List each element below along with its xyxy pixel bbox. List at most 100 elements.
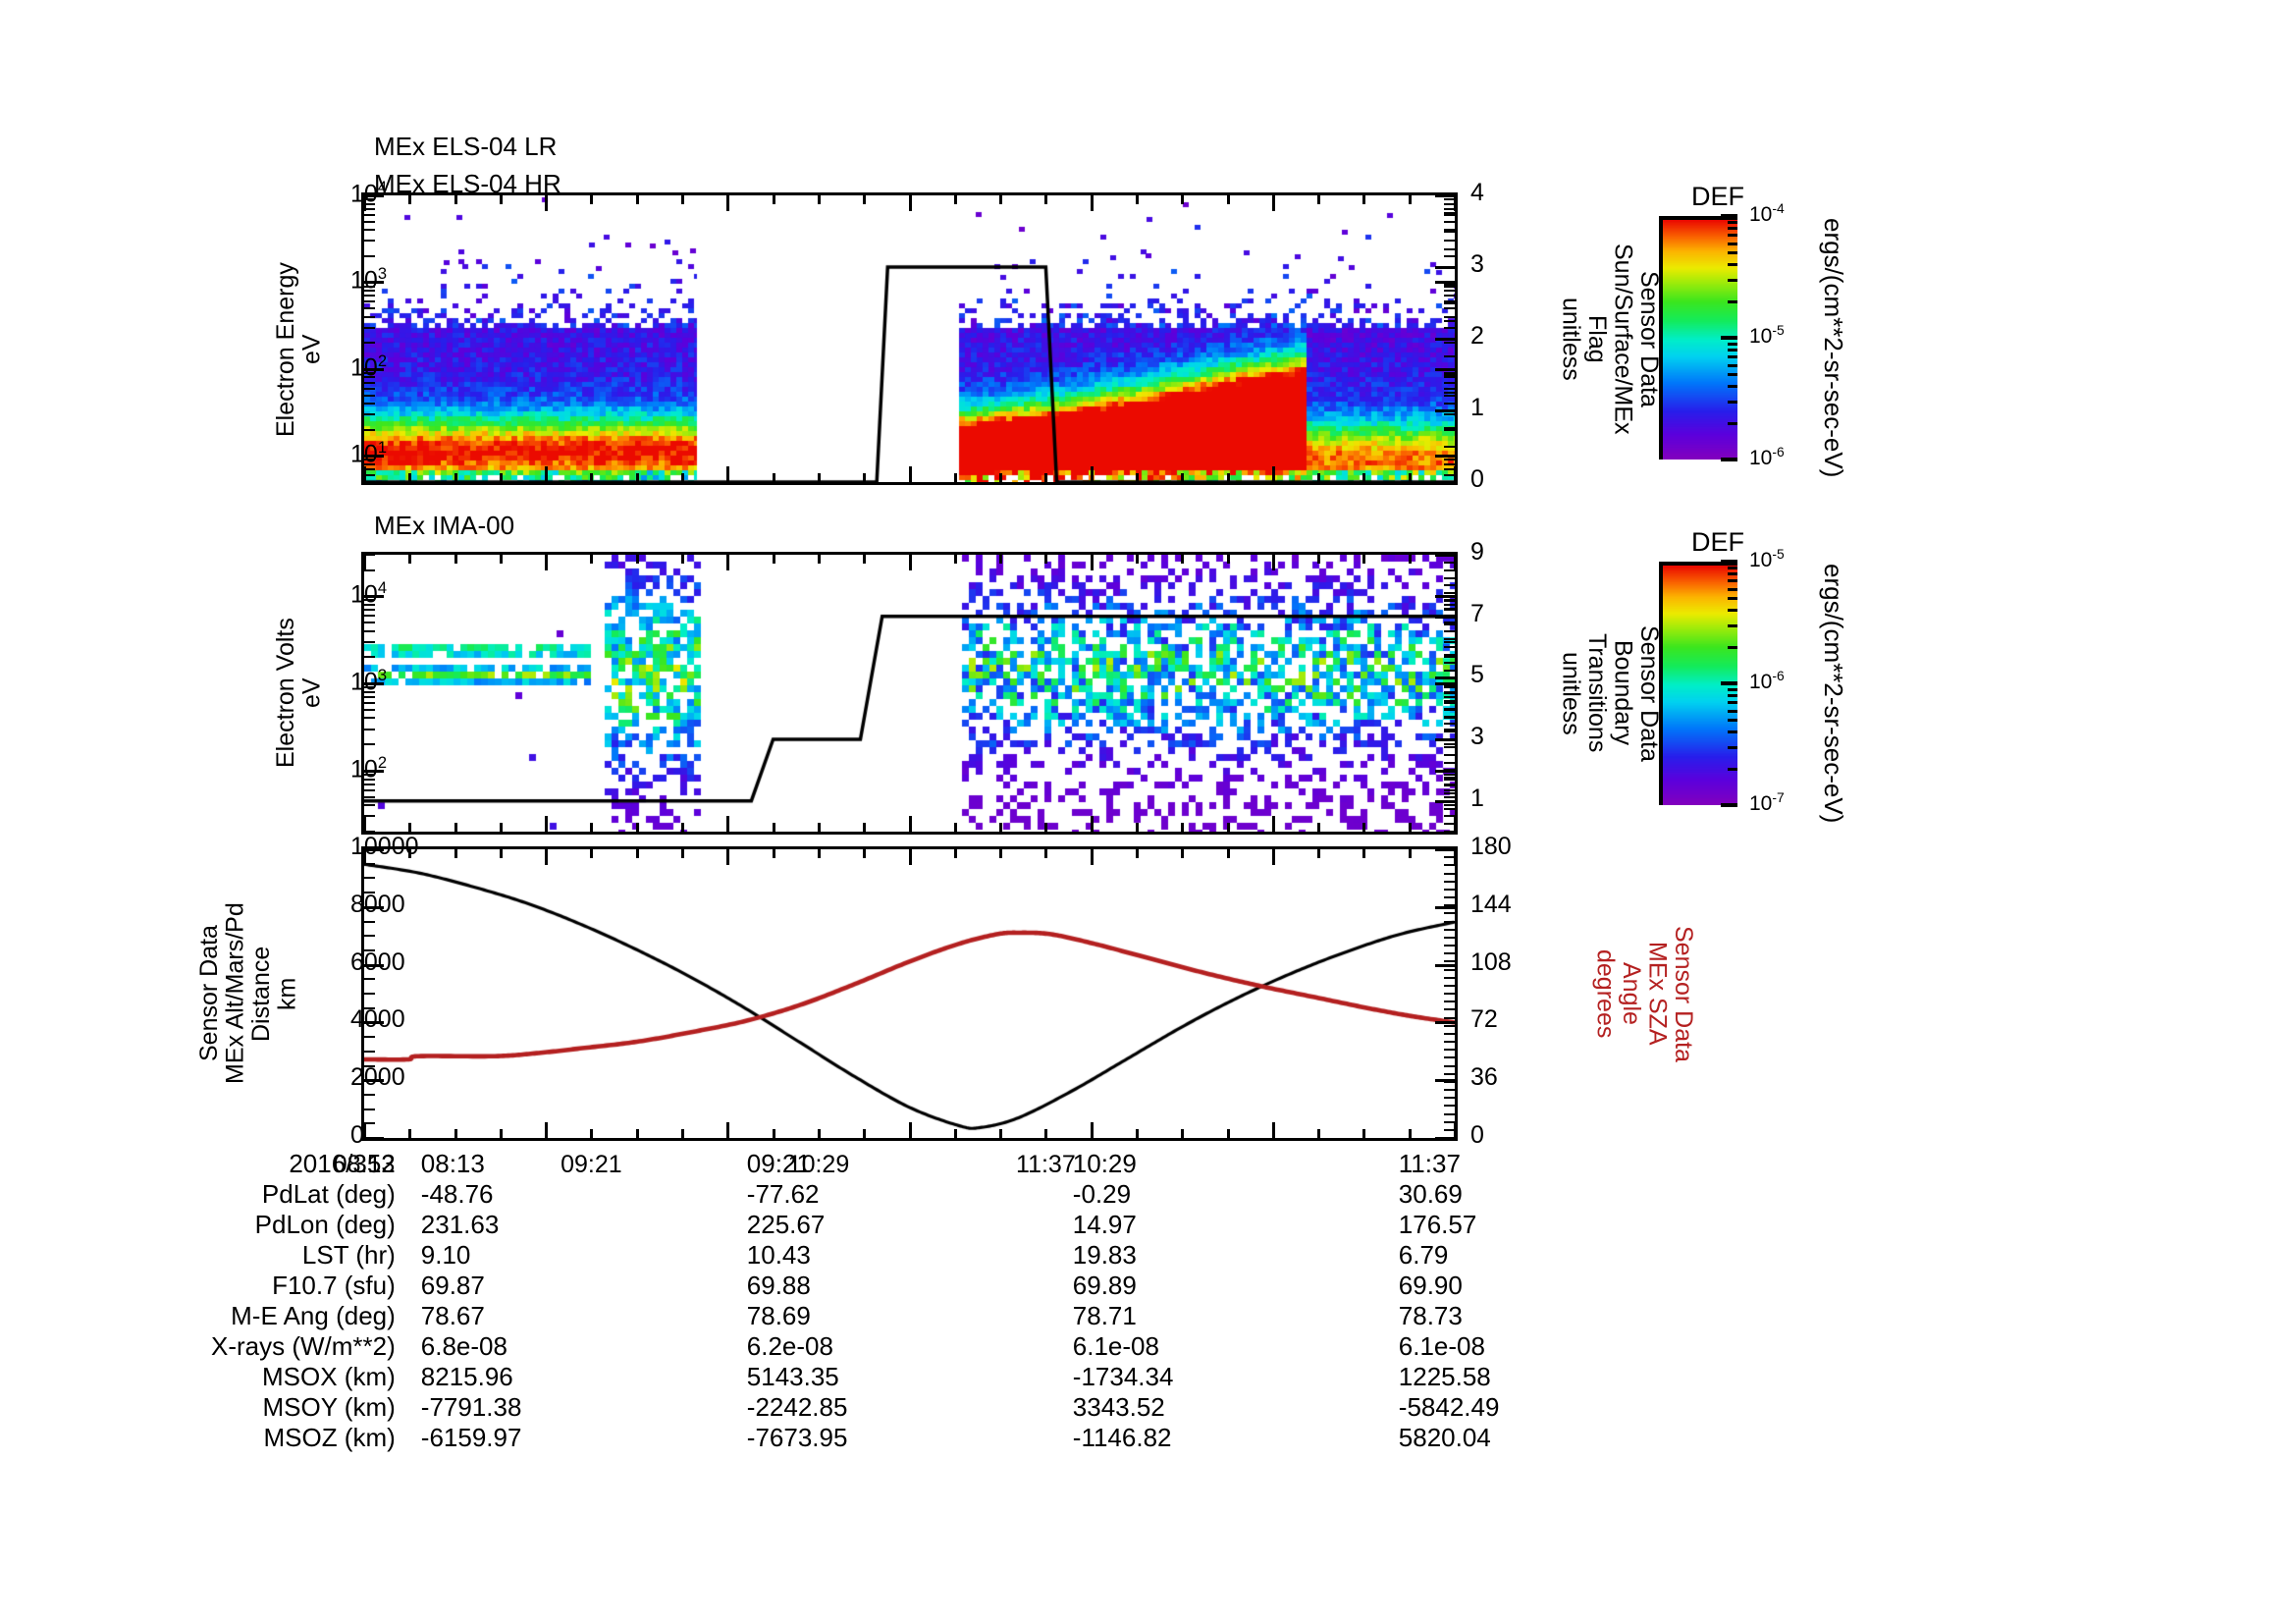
- meta-row-label: MSOZ (km): [263, 1423, 396, 1452]
- axis-tick: [364, 604, 375, 606]
- axis-tick-label: 5: [1470, 661, 1484, 688]
- axis-tick: [1317, 1129, 1320, 1138]
- axis-tick: [364, 208, 375, 210]
- meta-row-label: X-rays (W/m**2): [211, 1331, 396, 1361]
- axis-tick: [364, 656, 375, 658]
- axis-tick: [1136, 473, 1139, 482]
- axis-tick: [1444, 342, 1455, 344]
- axis-tick: [1444, 320, 1455, 322]
- axis-tick: [1444, 592, 1455, 594]
- table-row: MSOZ (km) -6159.97 -7673.95 -1146.82 5820.04: [211, 1425, 1725, 1455]
- meta-row-label: F10.7 (sfu): [272, 1271, 396, 1300]
- axis-tick: [773, 1129, 775, 1138]
- axis-tick: [1444, 229, 1455, 231]
- axis-tick: [364, 774, 375, 776]
- axis-tick: [1444, 429, 1455, 431]
- axis-tick: [1444, 290, 1455, 292]
- axis-tick: [364, 815, 375, 817]
- axis-tick: [954, 195, 957, 204]
- axis-tick: [863, 473, 866, 482]
- axis-tick: [364, 459, 375, 460]
- axis-tick: [999, 473, 1002, 482]
- axis-tick: [681, 823, 684, 832]
- meta-cell: 5820.04: [1398, 1423, 1491, 1452]
- axis-tick: [364, 554, 375, 556]
- axis-tick: [364, 307, 375, 309]
- axis-tick: [1454, 849, 1457, 865]
- axis-tick: [999, 555, 1002, 564]
- axis-tick: [999, 1129, 1002, 1138]
- axis-tick: [1444, 904, 1455, 906]
- axis-tick: [1444, 395, 1455, 397]
- axis-tick: [1454, 555, 1457, 570]
- table-row: MSOX (km) 8215.96 5143.35 -1734.34 1225.58: [211, 1364, 1725, 1394]
- axis-tick: [545, 849, 548, 865]
- axis-tick: [500, 473, 503, 482]
- axis-tick: [1454, 1122, 1457, 1138]
- table-row: F10.7 (sfu) 69.87 69.88 69.89 69.90: [211, 1272, 1725, 1303]
- axis-tick: [500, 849, 503, 858]
- axis-tick: [1444, 1041, 1455, 1043]
- colorbar-minor-tick: [1728, 459, 1737, 461]
- time-tick-label: 08:13: [333, 1151, 396, 1178]
- axis-tick: [1444, 427, 1455, 429]
- axis-tick: [1444, 459, 1455, 460]
- axis-tick: [1444, 738, 1455, 740]
- axis-tick: [1444, 873, 1455, 875]
- axis-tick: [364, 831, 375, 833]
- axis-tick: [909, 555, 912, 570]
- meta-cell: 69.90: [1398, 1271, 1463, 1300]
- axis-tick: [1444, 762, 1455, 764]
- meta-row-label: MSOY (km): [262, 1392, 396, 1422]
- meta-cell: 6.8e-08: [420, 1331, 507, 1361]
- axis-tick: [364, 569, 375, 571]
- axis-tick: [454, 1129, 457, 1138]
- axis-tick: [1435, 1079, 1455, 1082]
- meta-cell: -0.29: [1072, 1179, 1132, 1209]
- axis-tick: [1444, 702, 1455, 704]
- axis-tick: [545, 816, 548, 832]
- axis-tick: [1444, 808, 1455, 810]
- axis-tick: [1272, 466, 1275, 482]
- meta-cell: 69.87: [420, 1271, 485, 1300]
- meta-cell: 5143.35: [746, 1362, 839, 1391]
- table-row: M-E Ang (deg) 78.67 78.69 78.71 78.73: [211, 1303, 1725, 1333]
- colorbar-els: [1659, 216, 1737, 460]
- panel-ima-boundary-overlay: [364, 555, 1455, 832]
- axis-tick: [364, 599, 375, 601]
- axis-tick: [590, 823, 593, 832]
- axis-tick: [590, 473, 593, 482]
- axis-tick: [364, 255, 375, 257]
- meta-cell: 78.73: [1398, 1301, 1463, 1330]
- meta-cell: 14.97: [1072, 1210, 1137, 1239]
- meta-cell: -77.62: [746, 1179, 820, 1209]
- axis-tick: [1444, 796, 1455, 798]
- axis-tick: [1444, 730, 1455, 732]
- panel-ima-ylabel: Electron Volts eV: [272, 618, 326, 769]
- axis-tick: [1444, 638, 1455, 640]
- axis-tick: [1272, 816, 1275, 832]
- table-row: PdLat (deg) -48.76 -77.62 -0.29 30.69: [211, 1181, 1725, 1212]
- panel-els-flag-overlay: [364, 195, 1455, 482]
- axis-tick: [1444, 754, 1455, 756]
- axis-tick: [818, 473, 821, 482]
- colorbar-minor-tick: [1728, 804, 1737, 807]
- axis-tick: [454, 849, 457, 858]
- axis-tick: [364, 327, 375, 329]
- axis-tick: [1136, 1129, 1139, 1138]
- axis-tick: [364, 743, 375, 745]
- axis-tick: [636, 473, 639, 482]
- colorbar-minor-tick: [1728, 364, 1737, 367]
- axis-tick: [363, 1122, 366, 1138]
- axis-tick: [1317, 195, 1320, 204]
- axis-tick: [590, 555, 593, 564]
- axis-tick-label: 180: [1470, 833, 1512, 860]
- axis-tick: [636, 1129, 639, 1138]
- axis-tick: [1444, 1049, 1455, 1051]
- axis-tick: [1444, 474, 1455, 476]
- axis-tick: [408, 823, 411, 832]
- axis-tick: [1444, 403, 1455, 405]
- axis-tick: [1444, 662, 1455, 664]
- axis-tick: [1444, 921, 1455, 923]
- axis-tick: [954, 1129, 957, 1138]
